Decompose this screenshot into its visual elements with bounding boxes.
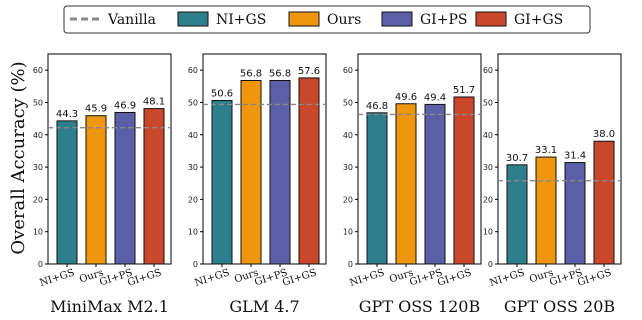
panel: 010203040506046.8NI+GS49.6Ours49.4GI+PS5… [343, 53, 482, 316]
bar [298, 77, 320, 265]
bar-value-label: 56.8 [269, 68, 291, 79]
panel: 010203040506050.6NI+GS56.8Ours56.8GI+PS5… [188, 53, 327, 316]
axes-frame [357, 53, 482, 265]
bar-value-label: 49.4 [424, 92, 446, 103]
bar-value-label: 49.6 [395, 92, 417, 103]
panel-title: GPT OSS 120B [359, 297, 480, 316]
y-tick-label: 20 [343, 195, 353, 204]
bar-value-label: 57.6 [298, 66, 320, 77]
y-tick-label: 30 [188, 163, 198, 172]
legend-label: Vanilla [107, 12, 156, 28]
bar-value-label: 51.7 [453, 85, 475, 96]
y-tick-label: 10 [188, 228, 198, 237]
axes-frame [202, 53, 327, 265]
bar [269, 79, 291, 265]
legend-label: GI+GS [514, 12, 563, 28]
category-label: NI+GS [348, 267, 386, 289]
bar-value-label: 44.3 [56, 109, 78, 120]
panel-title: GPT OSS 20B [504, 297, 615, 316]
y-tick-label: 20 [483, 195, 493, 204]
y-tick-label: 50 [33, 98, 43, 107]
category-label: NI+GS [38, 267, 76, 289]
legend-swatch [177, 11, 209, 27]
bar [506, 164, 528, 265]
y-tick-label: 50 [343, 98, 353, 107]
bar [211, 100, 233, 265]
bar [424, 103, 446, 265]
y-tick-label: 20 [33, 195, 43, 204]
bar [143, 108, 165, 265]
bar [114, 111, 136, 265]
y-tick-label: 10 [483, 228, 493, 237]
bar [56, 120, 78, 265]
bar-value-label: 56.8 [240, 68, 262, 79]
bar [535, 156, 557, 265]
bar-value-label: 46.8 [366, 101, 388, 112]
y-tick-label: 30 [343, 163, 353, 172]
y-tick-label: 10 [343, 228, 353, 237]
y-tick-label: 0 [38, 260, 43, 269]
y-tick-label: 40 [33, 131, 43, 140]
axes-frame [47, 53, 172, 265]
y-tick-label: 60 [343, 66, 353, 75]
legend: Vanilla NI+GS Ours GI+PS GI+GS [63, 5, 591, 34]
legend-label: GI+PS [420, 12, 467, 28]
bar [564, 162, 586, 265]
axes-frame [497, 53, 622, 265]
y-tick-label: 40 [483, 131, 493, 140]
panel-title: MiniMax M2.1 [50, 297, 169, 316]
y-tick-label: 10 [33, 228, 43, 237]
category-label: GI+GS [281, 267, 318, 288]
y-axis-title: Overall Accuracy (%) [8, 61, 29, 254]
bar-value-label: 33.1 [535, 145, 557, 156]
bar [240, 79, 262, 265]
y-tick-label: 40 [343, 131, 353, 140]
panel-title: GLM 4.7 [229, 297, 299, 316]
panel: 010203040506030.7NI+GS33.1Ours31.4GI+PS3… [483, 53, 622, 316]
bar-value-label: 48.1 [143, 97, 165, 108]
category-label: NI+GS [193, 267, 231, 289]
y-tick-label: 40 [188, 131, 198, 140]
legend-label: Ours [327, 12, 361, 28]
category-label: GI+GS [576, 267, 613, 288]
bar-value-label: 38.0 [593, 129, 615, 140]
bar-value-label: 30.7 [506, 153, 528, 164]
panel: 010203040506044.3NI+GS45.9Ours46.9GI+PS4… [33, 53, 172, 316]
y-tick-label: 30 [483, 163, 493, 172]
y-tick-label: 30 [33, 163, 43, 172]
legend-swatch [475, 11, 507, 27]
y-tick-label: 0 [348, 260, 353, 269]
category-label: GI+GS [126, 267, 163, 288]
y-tick-label: 60 [188, 66, 198, 75]
y-tick-label: 60 [33, 66, 43, 75]
bar-value-label: 31.4 [564, 151, 586, 162]
category-label: NI+GS [488, 267, 526, 289]
category-label: GI+GS [436, 267, 473, 288]
legend-swatch [381, 11, 413, 27]
legend-swatch [288, 11, 320, 27]
y-tick-label: 50 [483, 98, 493, 107]
bar [366, 112, 388, 265]
bar-value-label: 45.9 [85, 104, 107, 115]
y-tick-label: 20 [188, 195, 198, 204]
y-tick-label: 0 [193, 260, 198, 269]
bar [85, 115, 107, 265]
bar-value-label: 50.6 [211, 89, 233, 100]
legend-label: NI+GS [216, 12, 266, 28]
y-tick-label: 50 [188, 98, 198, 107]
y-tick-label: 60 [483, 66, 493, 75]
bar [453, 96, 475, 265]
y-tick-label: 0 [488, 260, 493, 269]
bar-value-label: 46.9 [114, 100, 136, 111]
bar [395, 103, 417, 265]
bar [593, 140, 615, 265]
